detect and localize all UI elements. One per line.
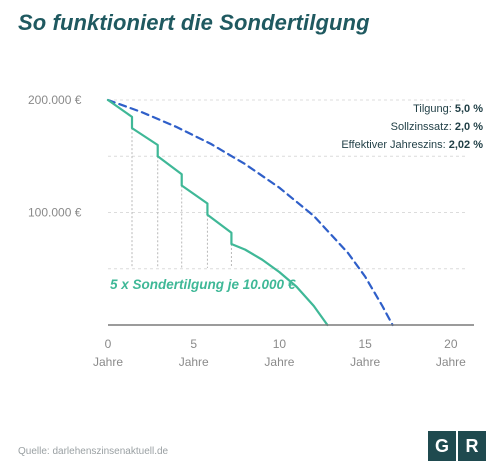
x-tick-label: 15 xyxy=(358,337,372,351)
sondertilgung-markers xyxy=(131,128,232,268)
x-axis-ticks: 0 Jahre 5 Jahre 10 Jahre 15 Jahre 20 Jahre xyxy=(93,337,466,369)
gr-logo: G R xyxy=(428,431,486,461)
info-line: Sollzinssatz: 2,0 % xyxy=(391,121,484,133)
info-line: Tilgung: 5,0 % xyxy=(413,103,483,115)
x-tick-label: 5 xyxy=(190,337,197,351)
info-value: 2,02 % xyxy=(449,139,483,151)
info-label: Sollzinssatz: xyxy=(391,121,455,133)
x-tick-sublabel: Jahre xyxy=(93,355,123,369)
x-tick-label: 0 xyxy=(105,337,112,351)
amortization-chart: 200.000 € 100.000 € 0 Jahre 5 Jahre 10 Jahre 15… xyxy=(28,93,483,369)
logo-letter-left: G xyxy=(428,431,456,461)
x-tick-sublabel: Jahre xyxy=(436,355,466,369)
x-tick-sublabel: Jahre xyxy=(264,355,294,369)
grid-lines xyxy=(108,99,468,270)
info-value: 2,0 % xyxy=(455,121,483,133)
y-tick-label: 200.000 € xyxy=(28,93,82,107)
x-tick-label: 10 xyxy=(273,337,287,351)
chart-title: So funktioniert die Sondertilgung xyxy=(18,10,370,35)
logo-letter-right: R xyxy=(458,431,486,461)
y-axis-ticks: 200.000 € 100.000 € xyxy=(28,93,82,220)
x-tick-sublabel: Jahre xyxy=(179,355,209,369)
loan-info-box: Tilgung: 5,0 %Sollzinssatz: 2,0 %Effekti… xyxy=(341,103,483,151)
info-value: 5,0 % xyxy=(455,103,483,115)
series-line-solid xyxy=(106,98,329,327)
sondertilgung-annotation: 5 x Sondertilgung je 10.000 € xyxy=(110,277,296,292)
info-label: Tilgung: xyxy=(413,103,455,115)
x-tick-label: 20 xyxy=(444,337,458,351)
y-tick-label: 100.000 € xyxy=(28,206,82,220)
series-group xyxy=(106,98,394,327)
info-label: Effektiver Jahreszins: xyxy=(341,139,448,151)
source-note: Quelle: darlehenszinsenaktuell.de xyxy=(18,446,169,457)
info-line: Effektiver Jahreszins: 2,02 % xyxy=(341,139,483,151)
series-line-dashed xyxy=(106,98,394,327)
x-tick-sublabel: Jahre xyxy=(350,355,380,369)
